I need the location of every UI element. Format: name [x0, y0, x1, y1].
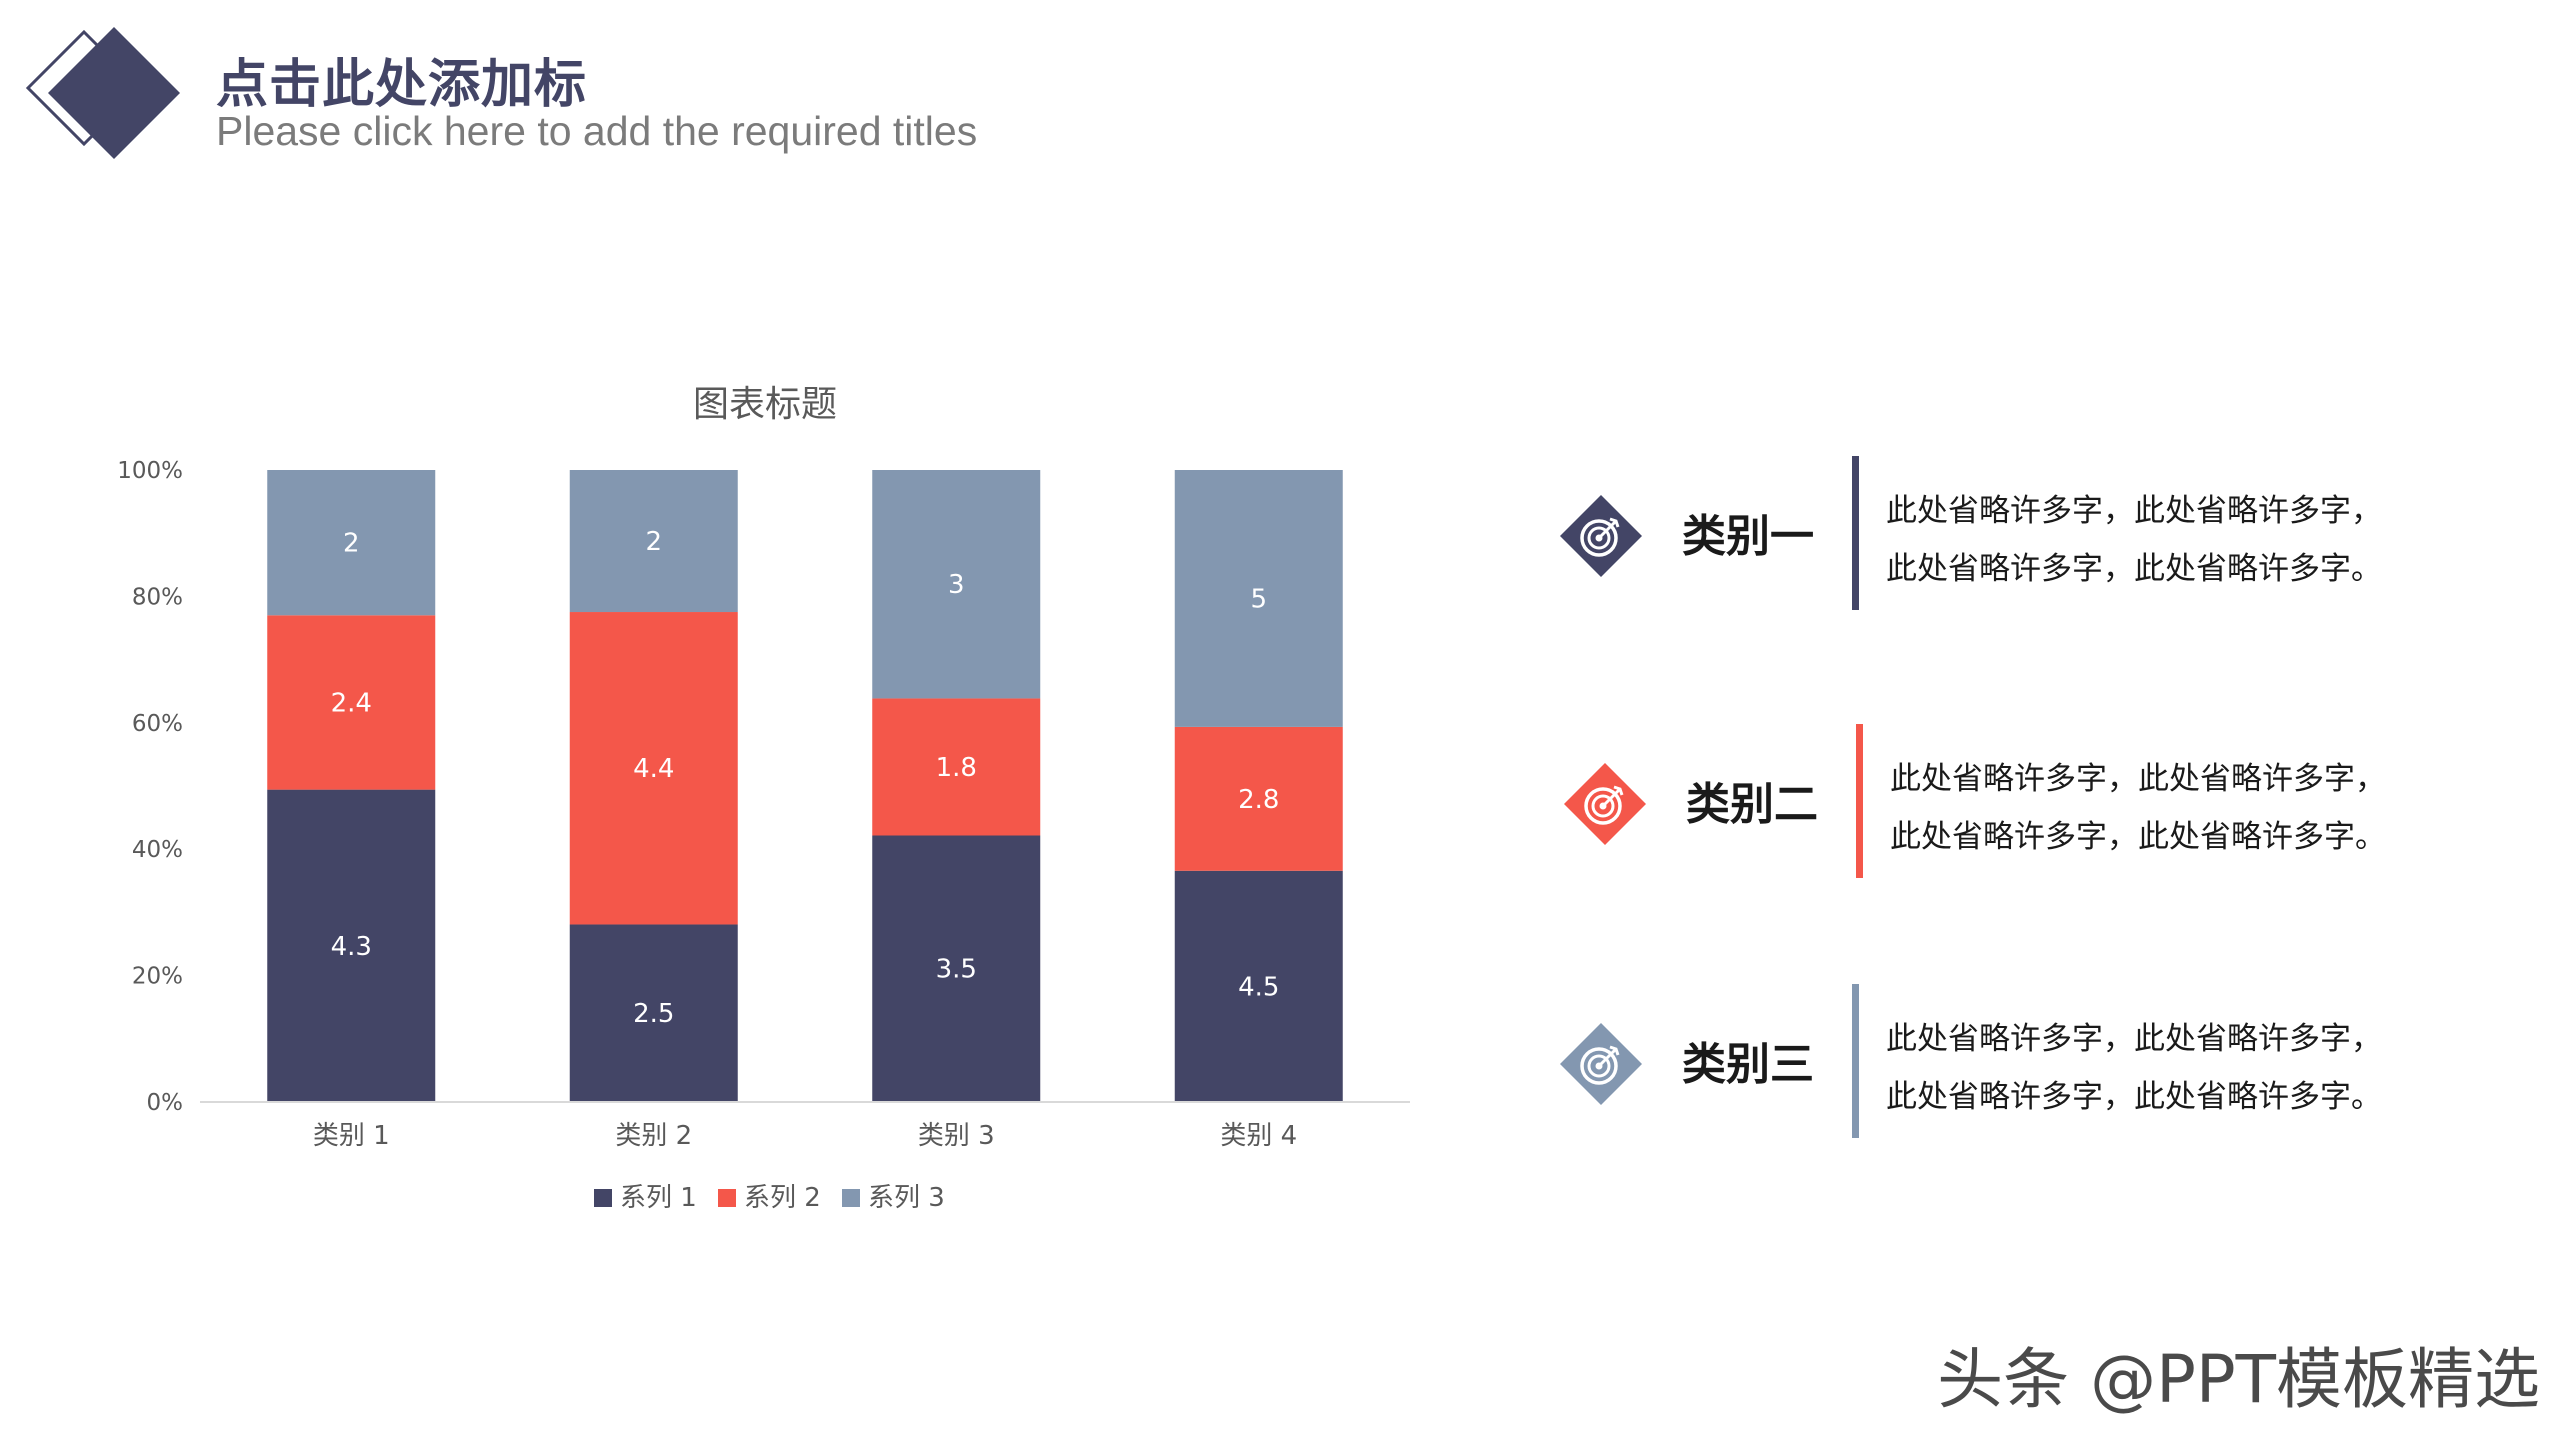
category-description: 此处省略许多字，此处省略许多字， 此处省略许多字，此处省略许多字。 [1890, 750, 2450, 866]
legend-label: 系列 1 [620, 1183, 697, 1213]
category-title: 类别一 [1682, 511, 1814, 562]
data-label: 2 [645, 527, 662, 557]
data-label: 1.8 [936, 753, 977, 783]
y-tick-label: 40% [132, 837, 183, 863]
data-label: 2.4 [331, 688, 372, 718]
chart-legend: 系列 1 系列 2 系列 3 [594, 1183, 945, 1213]
target-icon [1564, 763, 1646, 845]
description-line: 此处省略许多字，此处省略许多字， [1890, 761, 2386, 797]
x-tick-label: 类别 4 [1220, 1121, 1297, 1151]
data-label: 2.5 [633, 999, 674, 1029]
page-title[interactable]: 点击此处添加标 [216, 55, 588, 115]
legend-item: 系列 3 [842, 1183, 945, 1213]
page-subtitle[interactable]: Please click here to add the required ti… [216, 108, 978, 154]
data-label: 2 [343, 529, 360, 559]
bar-segment [872, 698, 1041, 836]
legend-item: 系列 2 [718, 1183, 821, 1213]
description-line: 此处省略许多字，此处省略许多字。 [1886, 551, 2382, 587]
description-line: 此处省略许多字，此处省略许多字， [1886, 1021, 2382, 1057]
category-divider [1852, 984, 1859, 1138]
bar-segment [1174, 870, 1343, 1102]
category-divider [1852, 456, 1859, 610]
bar-segment [1174, 726, 1343, 871]
bar-segment [872, 470, 1041, 699]
target-icon [1560, 495, 1642, 577]
bar-segment [267, 470, 436, 616]
bar-segment [1174, 470, 1343, 727]
legend-swatch [718, 1189, 736, 1207]
x-axis: 类别 1 类别 2 类别 3 类别 4 [200, 1101, 1410, 1151]
bar-segment [569, 470, 738, 613]
y-axis: 0% 20% 40% 60% 80% 100% [117, 458, 183, 1116]
x-tick-label: 类别 1 [313, 1121, 390, 1151]
data-label: 4.3 [331, 932, 372, 962]
description-line: 此处省略许多字，此处省略许多字， [1886, 493, 2382, 529]
bar-segment [267, 789, 436, 1102]
target-icon [1560, 1023, 1642, 1105]
legend-label: 系列 3 [868, 1183, 945, 1213]
watermark: 头条 @PPT模板精选 [1937, 1341, 2540, 1418]
y-tick-label: 0% [147, 1090, 184, 1116]
legend-item: 系列 1 [594, 1183, 697, 1213]
category-description: 此处省略许多字，此处省略许多字， 此处省略许多字，此处省略许多字。 [1886, 482, 2446, 598]
chart-title: 图表标题 [693, 384, 837, 425]
legend-swatch [842, 1189, 860, 1207]
bar-segment [267, 615, 436, 790]
y-tick-label: 100% [117, 458, 183, 484]
category-divider [1856, 724, 1863, 878]
description-line: 此处省略许多字，此处省略许多字。 [1890, 819, 2386, 855]
data-label: 5 [1250, 584, 1267, 614]
data-label: 3.5 [936, 955, 977, 985]
legend-swatch [594, 1189, 612, 1207]
data-label: 2.8 [1238, 785, 1279, 815]
data-label: 4.4 [633, 754, 674, 784]
x-tick-label: 类别 3 [918, 1121, 995, 1151]
category-title: 类别三 [1682, 1039, 1814, 1090]
bar-segment [872, 835, 1041, 1102]
bar-segment [569, 612, 738, 925]
legend-label: 系列 2 [744, 1183, 821, 1213]
y-tick-label: 80% [132, 584, 183, 610]
category-title: 类别二 [1686, 779, 1818, 830]
data-label: 4.5 [1238, 972, 1279, 1002]
y-tick-label: 60% [132, 711, 183, 737]
bar-segment [569, 924, 738, 1102]
data-label: 3 [948, 570, 965, 600]
bars-layer: 4.3 2.4 2 2.5 4.4 2 3.5 1.8 3 4.5 2.8 5 [267, 470, 1343, 1102]
category-description: 此处省略许多字，此处省略许多字， 此处省略许多字，此处省略许多字。 [1886, 1010, 2446, 1126]
logo-diamonds-icon [25, 27, 180, 159]
x-tick-label: 类别 2 [615, 1121, 692, 1151]
description-line: 此处省略许多字，此处省略许多字。 [1886, 1079, 2382, 1115]
y-tick-label: 20% [132, 964, 183, 990]
